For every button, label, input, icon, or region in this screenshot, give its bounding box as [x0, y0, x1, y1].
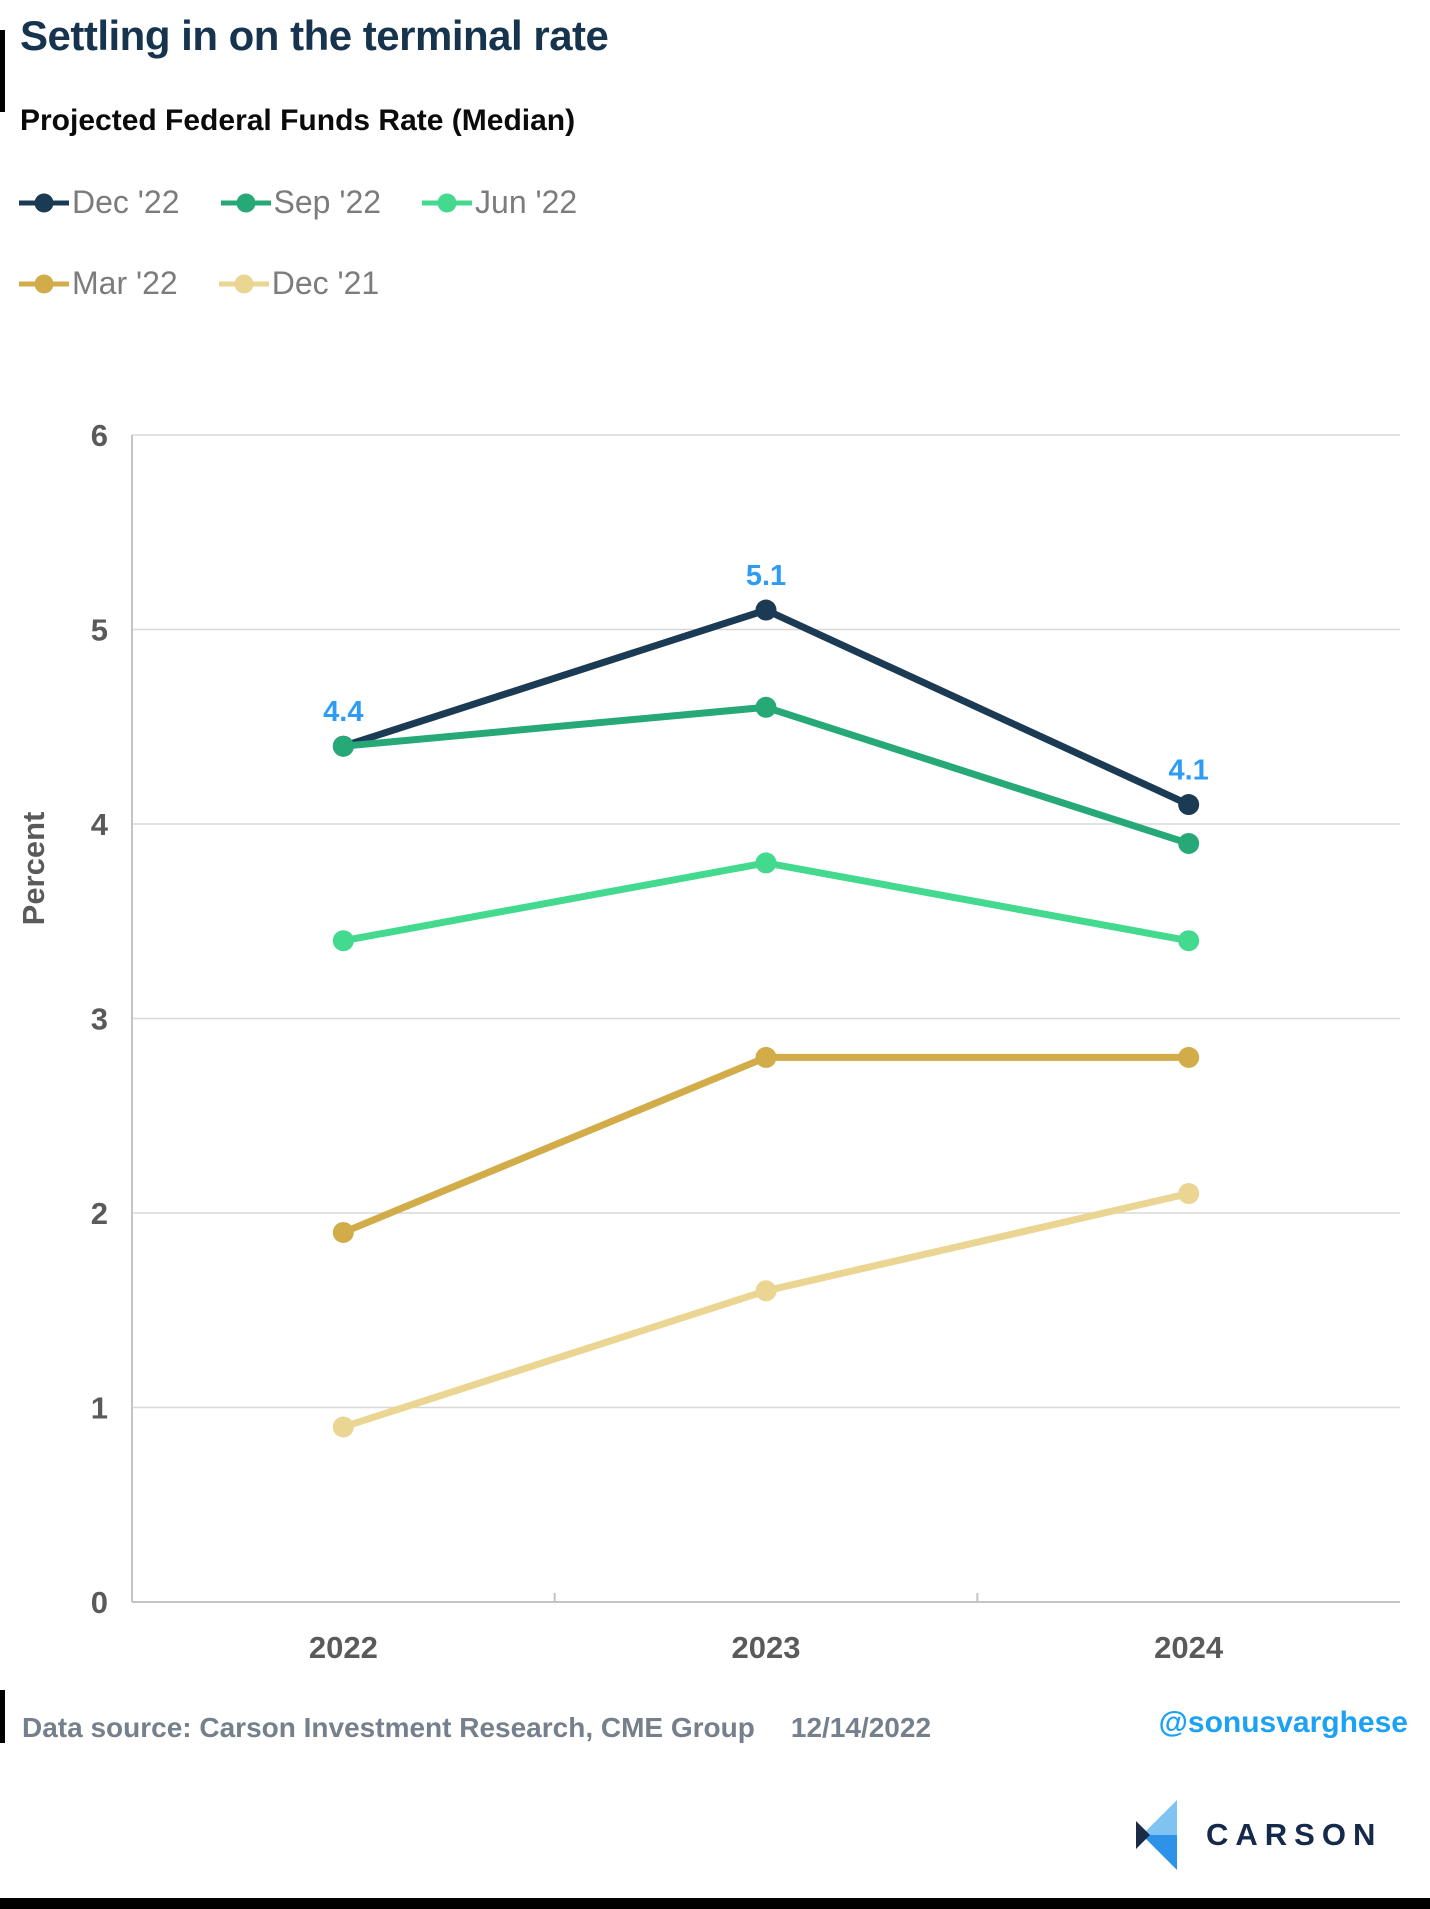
legend-marker-icon	[19, 193, 69, 212]
y-axis-title: Percent	[16, 812, 51, 926]
twitter-handle: @sonusvarghese	[1158, 1706, 1408, 1739]
y-axis-tick-label: 5	[91, 613, 108, 648]
series-point	[1178, 832, 1200, 854]
top-left-edge-mark	[0, 30, 5, 112]
legend-label: Dec '21	[271, 265, 380, 301]
x-axis-tick-label: 2024	[1154, 1630, 1224, 1665]
legend-item-jun-22: Jun '22	[421, 184, 577, 221]
x-axis-tick-label: 2022	[309, 1630, 378, 1665]
data-source-date: 12/14/2022	[790, 1712, 932, 1743]
legend-item-dec-22: Dec '22	[18, 184, 180, 221]
series-point	[755, 1280, 777, 1302]
series-line-jun-22	[339, 859, 1193, 945]
legend-label: Sep '22	[273, 184, 382, 220]
legend-marker-icon	[19, 274, 69, 293]
y-axis-tick-label: 4	[91, 807, 109, 842]
data-point-label: 4.1	[1169, 755, 1209, 787]
carson-logo-icon	[1136, 1800, 1177, 1870]
bottom-border-bar	[0, 1898, 1430, 1909]
legend-label: Mar '22	[72, 265, 178, 301]
carson-brand-text: CARSON	[1206, 1817, 1383, 1852]
series-line-dec-21	[339, 1190, 1193, 1431]
y-axis-tick-label: 0	[91, 1585, 108, 1620]
series-point	[332, 930, 354, 952]
series-point	[755, 852, 777, 874]
legend-item-dec-21: Dec '21	[218, 265, 380, 302]
series-line-sep-22	[339, 703, 1193, 847]
chart-subtitle: Projected Federal Funds Rate (Median)	[20, 104, 576, 137]
legend-marker-icon	[220, 193, 271, 212]
footer-source: Data source: Carson Investment Research,…	[22, 1712, 931, 1744]
series-point	[332, 735, 354, 757]
legend-row: Mar '22 Dec '21	[18, 265, 577, 302]
data-point-label: 5.1	[746, 560, 786, 592]
series-point	[755, 696, 777, 718]
y-axis-tick-label: 3	[91, 1002, 108, 1037]
series-point	[755, 1046, 777, 1068]
y-axis-tick-label: 6	[91, 418, 108, 453]
series-point	[1178, 794, 1200, 816]
legend-marker-icon	[422, 193, 473, 212]
x-axis-tick-label: 2023	[732, 1630, 801, 1665]
footer-left-edge-mark	[0, 1690, 5, 1743]
legend-marker-icon	[218, 274, 269, 293]
legend-row: Dec '22 Sep '22 Jun '22	[18, 184, 577, 221]
series-point	[332, 1221, 354, 1243]
series-point	[1178, 1183, 1200, 1205]
chart-legend: Dec '22 Sep '22 Jun '22 Mar '22 Dec '21	[18, 184, 577, 302]
series-point	[755, 599, 777, 621]
series-point	[1178, 1046, 1200, 1068]
data-source-text: Data source: Carson Investment Research,…	[22, 1712, 755, 1743]
carson-brand: CARSON	[1136, 1798, 1382, 1872]
series-point	[1178, 930, 1200, 952]
y-axis-tick-label: 1	[91, 1391, 108, 1426]
data-point-label: 4.4	[323, 696, 363, 728]
legend-item-mar-22: Mar '22	[18, 265, 178, 302]
series-point	[332, 1416, 354, 1438]
series-line-mar-22	[339, 1053, 1193, 1236]
legend-item-sep-22: Sep '22	[220, 184, 382, 221]
legend-label: Jun '22	[475, 184, 578, 220]
chart-title: Settling in on the terminal rate	[20, 12, 609, 59]
y-axis-tick-label: 2	[91, 1196, 108, 1231]
legend-label: Dec '22	[72, 184, 180, 220]
